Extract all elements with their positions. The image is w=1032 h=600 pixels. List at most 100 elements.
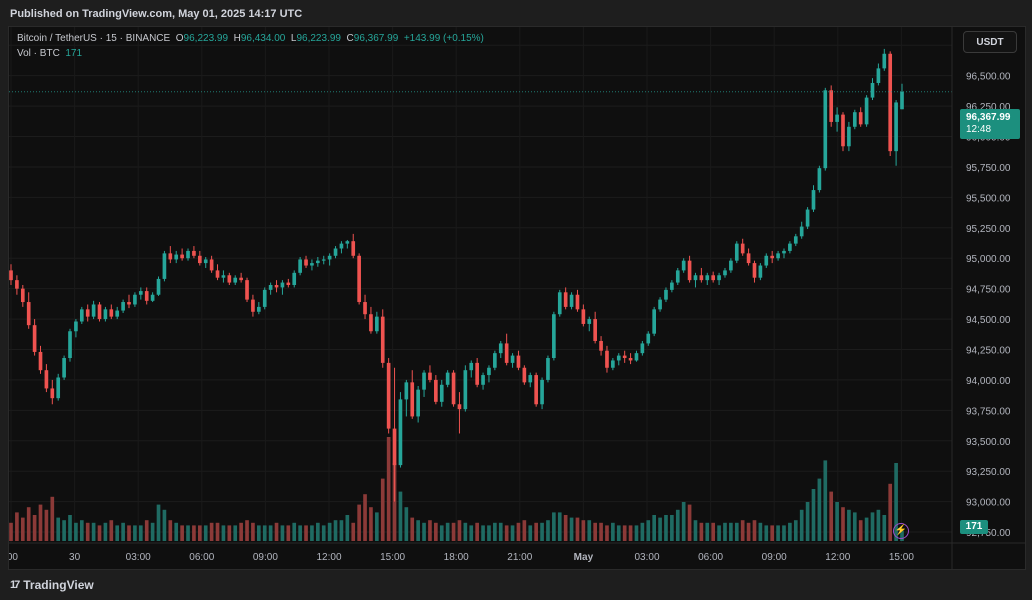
candle-body: [817, 168, 822, 191]
candle-body: [658, 299, 662, 310]
volume-bar: [327, 522, 332, 541]
candle-body: [9, 270, 13, 281]
candlestick-chart[interactable]: 96,750.0096,500.0096,250.0096,000.0095,7…: [9, 27, 1025, 569]
volume-bar: [487, 525, 491, 541]
volume-bar: [392, 463, 397, 541]
volume-bar: [693, 520, 698, 541]
candle-body: [493, 353, 497, 368]
candle-body: [770, 255, 775, 259]
x-tick-label: 03:00: [634, 552, 659, 563]
volume-bar: [150, 522, 155, 541]
candle-body: [782, 250, 786, 254]
volume-bar: [469, 525, 474, 541]
candle-body: [652, 309, 657, 334]
candle-body: [109, 309, 114, 317]
volume-bar: [729, 522, 733, 541]
high-label: H: [233, 33, 241, 44]
tv-logo-icon: 17: [10, 579, 20, 591]
x-tick-label: 21:00: [507, 552, 532, 563]
volume-bar: [894, 463, 898, 541]
volume-bar: [256, 525, 261, 541]
volume-bar: [186, 525, 190, 541]
candle-body: [162, 253, 167, 279]
candle-body: [487, 367, 491, 376]
candle-body: [793, 236, 798, 244]
volume-bar: [192, 525, 196, 541]
volume-bar: [670, 515, 674, 541]
y-tick-label: 94,750.00: [966, 285, 1011, 296]
candle-body: [841, 114, 845, 147]
volume-bar: [864, 517, 869, 541]
candle-body: [758, 265, 763, 278]
volume-bar: [882, 515, 887, 541]
candle-body: [56, 377, 61, 399]
lightning-icon[interactable]: ⚡: [893, 523, 909, 539]
candle-body: [445, 372, 450, 385]
volume-bar: [752, 520, 757, 541]
candle-body: [823, 90, 828, 169]
volume-bar: [463, 522, 468, 541]
x-tick-label: 09:00: [762, 552, 787, 563]
volume-bar: [428, 520, 432, 541]
candle-body: [180, 254, 184, 259]
candle-body: [811, 190, 816, 210]
candle-body: [91, 304, 96, 317]
y-tick-label: 94,000.00: [966, 376, 1011, 387]
candle-body: [209, 259, 214, 271]
chart-pane[interactable]: 96,750.0096,500.0096,250.0096,000.0095,7…: [8, 26, 1026, 570]
candle-body: [740, 243, 745, 254]
candle-body: [746, 253, 751, 264]
volume-bar: [20, 517, 25, 541]
candle-body: [292, 272, 297, 285]
low-label: L: [290, 33, 297, 44]
volume-bar: [133, 525, 137, 541]
candle-body: [634, 353, 639, 361]
volume-bar: [91, 522, 96, 541]
volume-bar: [357, 504, 361, 541]
volume-bar: [197, 525, 202, 541]
candle-body: [611, 360, 615, 368]
candle-body: [776, 253, 780, 259]
candle-body: [451, 372, 456, 405]
y-tick-label: 94,250.00: [966, 346, 1011, 357]
symbol-title[interactable]: Bitcoin / TetherUS · 15 · BINANCE: [17, 33, 171, 44]
volume-bar: [829, 491, 834, 541]
candle-body: [481, 375, 485, 385]
volume-bar: [847, 509, 851, 541]
volume-bar: [274, 522, 279, 541]
last-price-tag: 96,367.99 12:48: [960, 109, 1020, 139]
volume-bar: [180, 525, 184, 541]
y-tick-label: 95,500.00: [966, 193, 1011, 204]
volume-bar: [233, 525, 238, 541]
close-value: 96,367.99: [353, 33, 399, 44]
volume-bar: [398, 491, 403, 541]
x-tick-label: 15:00: [380, 552, 405, 563]
y-tick-label: 93,750.00: [966, 406, 1011, 417]
volume-bar: [835, 502, 839, 541]
volume-bar: [634, 525, 639, 541]
volume-bar: [439, 525, 444, 541]
candle-body: [428, 372, 432, 380]
volume-bar: [711, 522, 716, 541]
currency-button[interactable]: USDT: [963, 31, 1017, 53]
candle-body: [463, 370, 468, 410]
volume-bar: [723, 522, 727, 541]
volume-bar: [552, 512, 556, 541]
candle-body: [357, 255, 361, 303]
x-tick-label: 15:00: [889, 552, 914, 563]
candle-body: [622, 355, 627, 359]
volume-bar: [799, 509, 804, 541]
volume-bar: [162, 509, 167, 541]
candle-body: [369, 314, 373, 332]
tradingview-logo[interactable]: 17 TradingView: [10, 578, 94, 592]
volume-bar: [251, 522, 255, 541]
y-tick-label: 96,500.00: [966, 72, 1011, 83]
candle-body: [475, 362, 479, 385]
volume-bar: [705, 522, 710, 541]
candle-body: [788, 243, 792, 251]
volume-bar: [245, 520, 249, 541]
candle-body: [852, 112, 857, 127]
candle-body: [699, 275, 704, 281]
candle-body: [569, 294, 574, 307]
volume-label[interactable]: Vol · BTC: [17, 48, 60, 59]
